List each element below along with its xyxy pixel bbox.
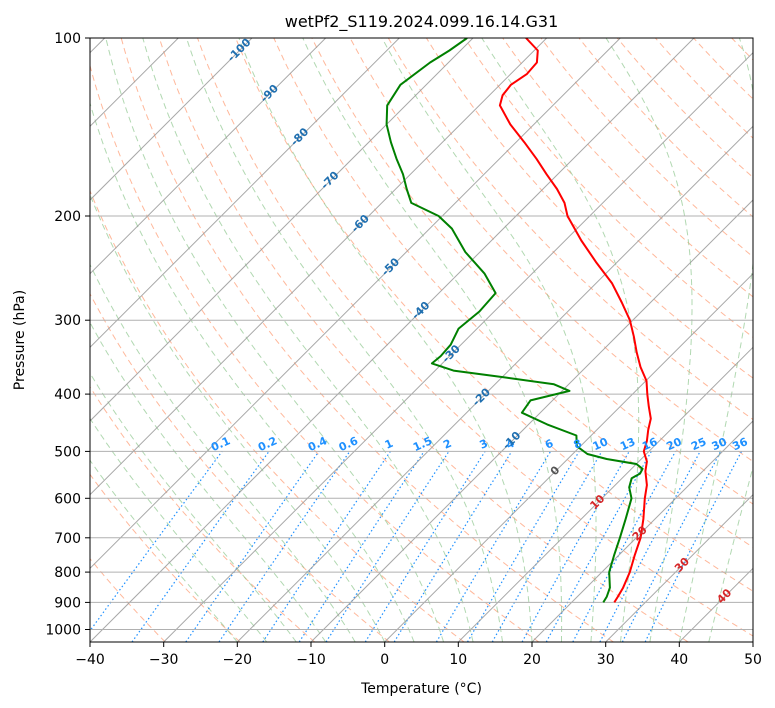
isotherm <box>90 38 400 349</box>
mixing-ratio-line <box>298 451 425 642</box>
isotherm <box>531 420 753 642</box>
mixing-ratio-line <box>218 451 351 642</box>
isotherm <box>163 51 753 642</box>
dry-adiabat <box>464 38 753 338</box>
mixing-ratio-label: 10 <box>591 435 611 453</box>
isotherm <box>457 346 753 642</box>
moist-adiabat <box>90 459 238 642</box>
x-tick-label: −40 <box>75 652 105 668</box>
mixing-ratio-line <box>621 451 722 642</box>
y-tick-label: 900 <box>54 595 81 611</box>
x-tick-label: −10 <box>296 652 326 668</box>
mixing-ratio-label: 25 <box>689 435 708 453</box>
moist-adiabat <box>238 38 533 642</box>
x-tick-label: 0 <box>380 652 389 668</box>
isotherm <box>90 38 327 275</box>
isotherm <box>90 38 695 642</box>
dewpoint-profile <box>385 38 644 603</box>
dry-adiabat <box>235 38 753 592</box>
moist-adiabat <box>708 465 753 642</box>
y-tick-label: 600 <box>54 491 81 507</box>
moist-adiabat <box>678 38 753 642</box>
profiles <box>385 38 652 603</box>
isotherm <box>90 38 253 201</box>
x-tick-label: −20 <box>223 652 253 668</box>
moist-adiabat <box>90 321 327 642</box>
x-axis-label: Temperature (°C) <box>360 681 482 697</box>
mixing-ratio-line <box>545 451 652 642</box>
isotherm <box>384 272 753 642</box>
y-axis-ticks: 100 200 300 400 500 600 700 800 900 1000 <box>45 31 90 639</box>
y-tick-label: 1000 <box>45 623 81 639</box>
mixing-ratio-label: 13 <box>618 435 637 453</box>
moist-adiabat <box>90 193 386 642</box>
isotherm <box>310 199 753 642</box>
dry-adiabat <box>120 38 614 642</box>
y-tick-label: 800 <box>54 565 81 581</box>
plot-frame <box>89 37 754 643</box>
moist-adiabat <box>605 38 693 642</box>
moist-adiabat <box>90 372 297 642</box>
x-tick-label: 30 <box>597 652 615 668</box>
x-axis-ticks: −40 −30 −20 −10 0 10 20 30 40 50 <box>75 642 762 668</box>
mixing-ratio-line <box>521 451 630 642</box>
dry-adiabat <box>90 292 390 642</box>
chart-title: wetPf2_S119.2024.099.16.14.G31 <box>285 12 559 32</box>
dry-adiabats <box>90 38 753 642</box>
mixing-ratio-label: 16 <box>640 435 660 453</box>
x-tick-label: −30 <box>149 652 179 668</box>
mixing-ratio-line <box>644 451 743 642</box>
isotherms <box>90 38 753 642</box>
dry-adiabat <box>387 38 753 421</box>
mixing-ratio-line <box>185 451 320 642</box>
moist-adiabat <box>90 263 356 642</box>
y-axis-label: Pressure (hPa) <box>12 290 28 390</box>
mixing-ratio-line <box>262 451 391 642</box>
y-tick-label: 200 <box>54 209 81 225</box>
dry-adiabat <box>90 189 465 642</box>
mixing-ratio-label: 30 <box>710 435 730 453</box>
temperature-profile <box>498 38 652 603</box>
dry-adiabat <box>311 38 753 505</box>
x-tick-label: 40 <box>670 652 688 668</box>
dry-adiabat <box>349 38 753 463</box>
moist-adiabat <box>302 38 563 642</box>
y-tick-label: 300 <box>54 313 81 329</box>
plot-area: 0.1 0.2 0.4 0.6 1 1.5 2 3 4 6 8 10 13 16 20 25 30 36-100-… <box>90 38 753 642</box>
dry-adiabat <box>273 38 753 548</box>
y-tick-label: 700 <box>54 531 81 547</box>
moist-adiabat <box>105 38 445 642</box>
mixing-ratio-line <box>572 451 677 642</box>
dry-adiabat <box>158 38 689 642</box>
dry-adiabat <box>90 63 540 642</box>
moist-adiabat <box>481 38 640 642</box>
mixing-ratio-line <box>393 451 513 642</box>
moist-adiabat <box>381 38 597 642</box>
moist-adiabat <box>142 38 474 642</box>
y-tick-label: 400 <box>54 387 81 403</box>
isotherm <box>90 38 621 570</box>
dry-adiabat <box>90 385 316 642</box>
isotherm <box>236 125 753 642</box>
isotherm <box>90 38 474 422</box>
moist-adiabat <box>90 417 268 642</box>
isobars <box>90 38 753 630</box>
dry-adiabat <box>90 473 241 642</box>
moist-adiabat <box>186 38 503 642</box>
x-tick-label: 20 <box>523 652 541 668</box>
y-tick-label: 500 <box>54 444 81 460</box>
x-tick-label: 50 <box>744 652 762 668</box>
mixing-ratio-line <box>90 451 223 632</box>
dry-adiabat <box>425 38 753 379</box>
isotherm <box>90 38 548 496</box>
dry-adiabat <box>502 38 753 298</box>
mixing-ratio-label: 36 <box>730 435 750 453</box>
y-tick-label: 100 <box>54 31 81 47</box>
isotherm <box>605 493 753 642</box>
x-tick-label: 10 <box>449 652 467 668</box>
mixing-ratio-label: 20 <box>664 435 684 453</box>
mixing-ratio-line <box>325 451 450 642</box>
